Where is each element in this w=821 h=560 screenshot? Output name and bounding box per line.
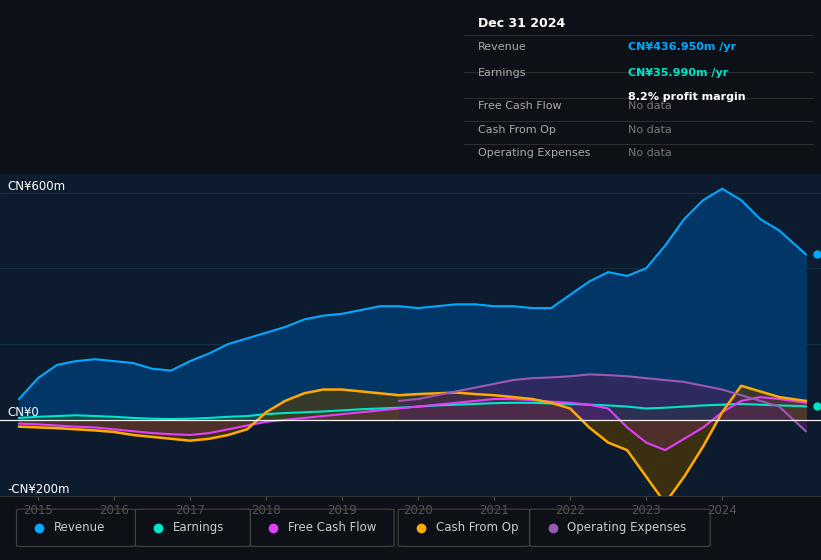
Text: Cash From Op: Cash From Op bbox=[478, 124, 556, 134]
Text: Earnings: Earnings bbox=[173, 521, 225, 534]
Text: Revenue: Revenue bbox=[478, 42, 526, 52]
Text: Dec 31 2024: Dec 31 2024 bbox=[478, 17, 565, 30]
Text: CN¥436.950m /yr: CN¥436.950m /yr bbox=[628, 42, 736, 52]
Text: Revenue: Revenue bbox=[54, 521, 106, 534]
Text: No data: No data bbox=[628, 101, 672, 111]
Text: CN¥35.990m /yr: CN¥35.990m /yr bbox=[628, 68, 728, 78]
Text: CN¥600m: CN¥600m bbox=[7, 180, 66, 193]
Text: Free Cash Flow: Free Cash Flow bbox=[288, 521, 377, 534]
Text: Earnings: Earnings bbox=[478, 68, 526, 78]
Text: -CN¥200m: -CN¥200m bbox=[7, 483, 70, 496]
Text: No data: No data bbox=[628, 148, 672, 158]
Text: 8.2% profit margin: 8.2% profit margin bbox=[628, 91, 745, 101]
Text: CN¥0: CN¥0 bbox=[7, 405, 39, 419]
Text: Free Cash Flow: Free Cash Flow bbox=[478, 101, 562, 111]
Text: Cash From Op: Cash From Op bbox=[436, 521, 518, 534]
Text: No data: No data bbox=[628, 124, 672, 134]
Text: Operating Expenses: Operating Expenses bbox=[478, 148, 590, 158]
Text: Operating Expenses: Operating Expenses bbox=[567, 521, 686, 534]
